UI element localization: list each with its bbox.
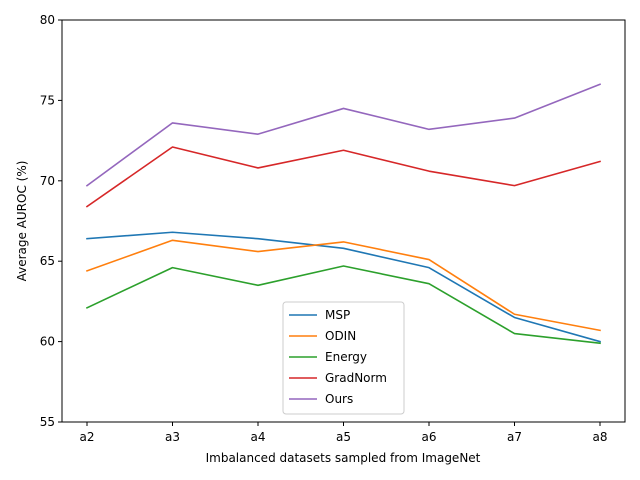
x-tick-label: a6 (422, 430, 437, 444)
x-tick-label: a4 (251, 430, 266, 444)
axes-layer: 55 60 65 70 75 80 a2 a3 a4 a5 a6 a7 a8 (40, 13, 626, 444)
legend-label-msp: MSP (325, 308, 350, 322)
x-tick-label: a3 (165, 430, 180, 444)
legend-label-gradnorm: GradNorm (325, 371, 387, 385)
legend-box (282, 301, 405, 415)
y-tick-label: 75 (40, 93, 55, 107)
series-line-gradnorm (85, 146, 601, 208)
legend-label-energy: Energy (325, 350, 367, 364)
y-tick-label: 60 (40, 335, 55, 349)
y-tick-label: 70 (40, 174, 55, 188)
series-line-energy (85, 265, 601, 345)
series-line-msp (86, 231, 601, 343)
legend-label-odin: ODIN (325, 329, 356, 343)
legend: MSP ODIN Energy GradNorm Ours (282, 301, 405, 415)
y-tick-label: 80 (40, 13, 55, 27)
y-tick-label: 65 (40, 254, 55, 268)
x-tick-label: a5 (336, 430, 351, 444)
x-tick-label: a8 (593, 430, 608, 444)
x-axis-label: Imbalanced datasets sampled from ImageNe… (206, 451, 481, 465)
series-line-ours (85, 83, 602, 187)
y-tick-label: 55 (40, 415, 55, 429)
series-layer (85, 83, 602, 345)
y-axis-label: Average AUROC (%) (15, 161, 29, 282)
series-line-odin (85, 239, 601, 332)
x-tick-label: a7 (507, 430, 522, 444)
legend-label-ours: Ours (325, 392, 353, 406)
x-tick-label: a2 (80, 430, 95, 444)
